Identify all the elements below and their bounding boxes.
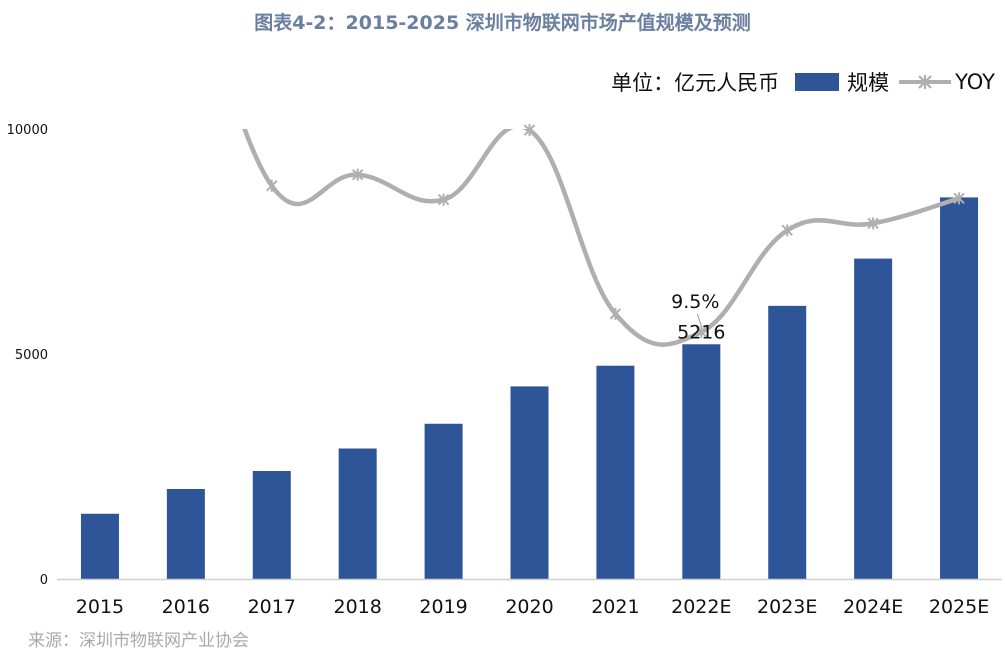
bar-2018 [338,448,377,579]
y-tick-label: 10000 [7,123,48,138]
yoy-marker-2020 [523,124,536,137]
x-tick-label: 2025E [929,596,989,618]
x-tick-label: 2018 [334,596,382,618]
legend: 单位：亿元人民币 规模 YOY [611,68,995,96]
legend-line-swatch [899,75,952,89]
legend-line-label: YOY [955,70,995,94]
bar-2017 [252,471,291,579]
yoy-marker-2021 [609,307,622,320]
bar-2020 [510,386,549,579]
x-tick-label: 2016 [162,596,210,618]
yoy-marker-2019 [437,193,450,206]
bar-2024E [854,258,893,579]
x-tick-label: 2023E [757,596,817,618]
yoy-marker-2017 [266,179,278,192]
yoy-data-label: 9.5% [671,291,719,313]
y-tick-label: 5000 [15,348,48,363]
bar-2021 [596,365,635,579]
bar-data-label: 5216 [677,321,725,343]
x-tick-label: 2017 [248,596,296,618]
legend-bar-label: 规模 [847,71,890,95]
bar-2015 [80,513,119,579]
bar-2022E [682,344,721,579]
yoy-marker-2023E [781,224,793,237]
source-note: 来源：深圳市物联网产业协会 [28,631,249,651]
bar-2023E [768,305,807,579]
x-tick-label: 2015 [76,596,124,618]
yoy-marker-2018 [351,168,364,181]
yoy-marker-2025E [953,192,965,205]
x-tick-label: 2024E [843,596,903,618]
bar-2025E [940,197,979,579]
unit-label: 单位：亿元人民币 [611,71,780,95]
x-tick-label: 2021 [591,596,639,618]
bar-2016 [166,489,205,579]
yoy-label-leader [696,313,702,327]
x-tick-label: 2020 [505,596,553,618]
y-tick-label: 0 [40,573,48,588]
x-tick-label: 2022E [671,596,731,618]
yoy-marker-2022E [695,325,708,338]
yoy-series-line [242,129,962,347]
x-tick-label: 2019 [419,596,467,618]
yoy-marker-2024E [867,217,879,230]
legend-bar-swatch [795,73,840,91]
chart-title: 图表4-2：2015-2025 深圳市物联网市场产值规模及预测 [254,12,751,34]
bar-2019 [424,423,463,579]
